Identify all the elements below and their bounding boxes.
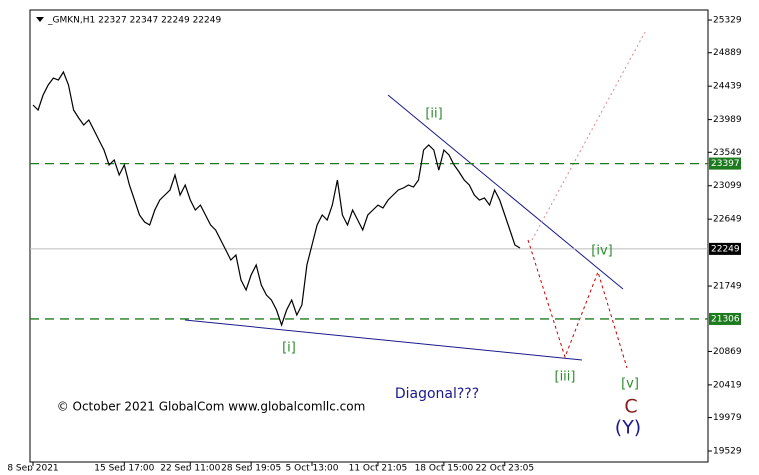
x-tick-label: 18 Oct 15:00 [415,464,474,472]
trend-line [184,319,583,361]
y-tick-label: 24439 [713,82,742,92]
y-tick-label: 20869 [713,347,742,357]
y-tick-label: 25329 [713,16,742,26]
level-label: 22249 [711,244,740,254]
wave-label: [iii] [555,370,576,385]
y-tick-label: 21749 [713,282,742,292]
x-tick-label: 22 Oct 23:05 [475,464,534,472]
annotation: Diagonal??? [395,386,479,402]
copyright: © October 2021 GlobalCom www.globalcomll… [57,400,366,414]
x-tick-label: 5 Oct 13:00 [286,464,339,472]
wave-label: (Y) [615,417,641,439]
level-label: 23397 [711,159,740,169]
wave-label: [ii] [425,107,442,122]
header: _GMKN,H1 22327 22347 22249 22249 [47,16,221,26]
price-line [32,70,521,327]
y-tick-label: 20419 [713,380,742,390]
wave-label: [i] [282,341,296,356]
y-tick-label: 24889 [713,48,742,58]
x-tick-label: 11 Oct 21:05 [349,464,408,472]
x-tick-label: 22 Sep 11:00 [160,464,220,472]
wave-label: [iv] [591,244,612,259]
trend-line [387,94,624,290]
level-box [709,242,741,255]
x-tick-label: 8 Sep 2021 [7,464,58,472]
menu-arrow [36,17,44,22]
plot-frame [29,9,709,463]
y-tick-label: 22649 [713,215,742,225]
x-tick-label: 28 Sep 19:05 [221,464,281,472]
y-tick-label: 19979 [713,413,742,423]
y-tick-label: 19529 [713,447,742,457]
y-tick-label: 23549 [713,148,742,158]
level-box [709,312,741,325]
level-label: 21306 [711,314,740,324]
y-tick-label: 23099 [713,181,742,191]
level-box [709,157,741,170]
x-tick-label: 15 Sep 17:00 [94,464,154,472]
wave-label: [v] [621,377,639,392]
projection [527,239,628,369]
y-tick-label: 23989 [713,115,742,125]
wave-label: C [624,396,637,418]
